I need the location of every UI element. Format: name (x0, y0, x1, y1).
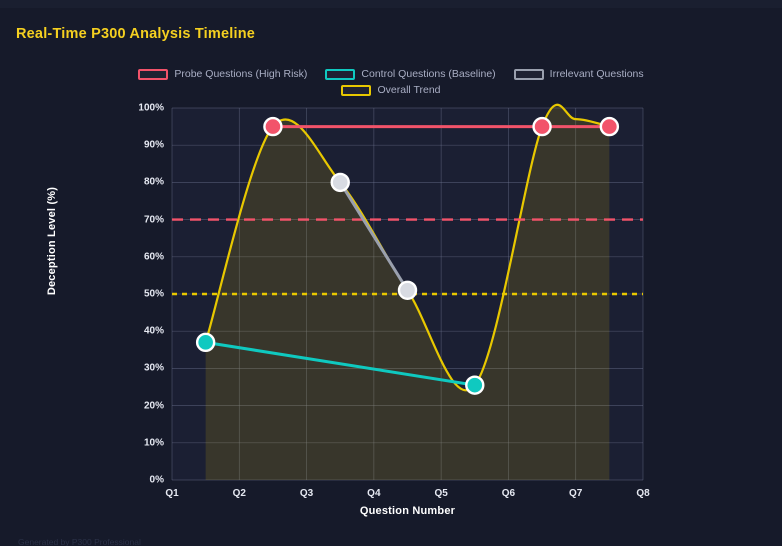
top-strip (0, 0, 782, 8)
legend-swatch-icon (341, 84, 372, 96)
legend-item[interactable]: Control Questions (Baseline) (325, 68, 496, 80)
legend-swatch-icon (513, 68, 544, 80)
data-point-marker[interactable] (599, 116, 620, 137)
legend-item[interactable]: Irrelevant Questions (513, 68, 644, 80)
legend-item-label: Overall Trend (377, 84, 441, 96)
legend-item-label: Probe Questions (High Risk) (174, 68, 308, 80)
legend-item-label: Control Questions (Baseline) (361, 68, 496, 80)
legend-row-primary: Probe Questions (High Risk) Control Quest… (138, 68, 644, 80)
legend-swatch-icon (138, 68, 169, 80)
data-point-marker[interactable] (532, 116, 552, 137)
data-point-marker[interactable] (263, 116, 283, 137)
data-point-marker[interactable] (330, 172, 350, 193)
footer-text: Generated by P300 Professional (18, 537, 141, 546)
data-point-marker[interactable] (195, 332, 216, 353)
chart-legend: Probe Questions (High Risk) Control Quest… (0, 68, 782, 96)
legend-item-label: Irrelevant Questions (549, 68, 644, 80)
series-line (338, 180, 409, 292)
legend-item[interactable]: Probe Questions (High Risk) (138, 68, 307, 80)
data-point-marker[interactable] (465, 375, 485, 395)
series-line (204, 340, 477, 387)
legend-item[interactable]: Overall Trend (341, 84, 441, 96)
page-title: Real-Time P300 Analysis Timeline (16, 26, 256, 42)
data-point-marker[interactable] (397, 280, 418, 300)
legend-row-secondary: Overall Trend (341, 84, 441, 96)
legend-swatch-icon (325, 68, 356, 80)
